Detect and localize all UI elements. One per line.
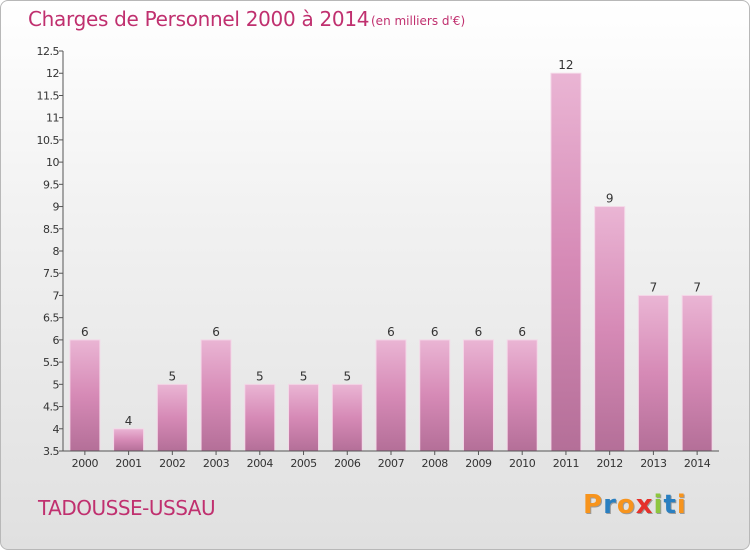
bar-2004 (245, 384, 275, 451)
y-tick-label: 8 (53, 245, 60, 258)
bar-value-label: 6 (387, 325, 395, 339)
bar-chart: 3.5 4 4.5 5 5.5 6 6.5 7 7.5 8 8.5 9 9.5 10 10.5 11 11.5 1… (1, 1, 750, 550)
y-tick-label: 4 (53, 423, 60, 436)
bar-2008 (420, 340, 450, 451)
y-tick-label: 9 (53, 201, 60, 214)
y-tick-label: 12.5 (37, 45, 60, 58)
bar-value-label: 9 (606, 192, 614, 206)
bar-2006 (332, 384, 362, 451)
y-tick-label: 12 (46, 67, 59, 80)
bar-value-label: 6 (431, 325, 439, 339)
bar-2014 (682, 295, 712, 451)
bar-value-label: 6 (212, 325, 220, 339)
y-tick-label: 5 (53, 378, 60, 391)
bar-value-label: 7 (650, 280, 658, 294)
x-tick-label: 2001 (115, 457, 141, 470)
x-tick-label: 2006 (334, 457, 361, 470)
y-tick-label: 7.5 (43, 267, 59, 280)
bar-2007 (376, 340, 406, 451)
bar-value-label: 6 (518, 325, 526, 339)
commune-name: TADOUSSE-USSAU (38, 496, 215, 520)
y-tick-label: 6 (53, 334, 60, 347)
logo-letter: r (603, 490, 617, 520)
bars: 6 4 5 6 5 5 5 6 6 6 6 12 9 7 7 (70, 58, 712, 451)
y-tick-label: 11 (46, 112, 59, 125)
bar-value-label: 5 (343, 369, 351, 383)
bar-2002 (157, 384, 187, 451)
bar-value-label: 12 (558, 58, 573, 72)
x-axis: 2000 2001 2002 2003 2004 2005 2006 2007 2008 2009… (63, 451, 719, 470)
x-tick-label: 2004 (247, 457, 274, 470)
x-tick-label: 2005 (290, 457, 317, 470)
proxiti-logo: Proxiti (583, 490, 687, 520)
bar-value-label: 7 (693, 280, 701, 294)
y-tick-label: 4.5 (43, 401, 59, 414)
y-tick-label: 11.5 (37, 89, 60, 102)
bar-2012 (595, 207, 625, 451)
x-tick-label: 2011 (553, 457, 579, 470)
y-tick-label: 10 (46, 156, 59, 169)
bar-2013 (638, 295, 668, 451)
bar-2000 (70, 340, 100, 451)
x-tick-label: 2008 (422, 457, 449, 470)
bar-2010 (507, 340, 537, 451)
logo-letter: x (636, 490, 654, 520)
bar-2009 (463, 340, 493, 451)
x-tick-label: 2009 (465, 457, 492, 470)
x-tick-label: 2010 (509, 457, 536, 470)
x-tick-label: 2014 (684, 457, 711, 470)
bar-value-label: 4 (125, 414, 133, 428)
bar-value-label: 5 (169, 369, 177, 383)
bar-2005 (289, 384, 319, 451)
bar-value-label: 6 (475, 325, 483, 339)
x-tick-label: 2012 (596, 457, 622, 470)
bar-2003 (201, 340, 231, 451)
logo-letter: P (583, 490, 603, 520)
logo-letter: o (617, 490, 636, 520)
logo-letter: t (663, 490, 676, 520)
bar-2011 (551, 73, 581, 451)
y-tick-label: 9.5 (43, 178, 59, 191)
logo-letter: i (677, 490, 687, 520)
chart-panel: Charges de Personnel 2000 à 2014 (en mil… (0, 0, 750, 550)
x-tick-label: 2002 (159, 457, 185, 470)
bar-2001 (114, 429, 144, 451)
y-axis: 3.5 4 4.5 5 5.5 6 6.5 7 7.5 8 8.5 9 9.5 10 10.5 11 11.5 1… (37, 45, 64, 458)
bar-value-label: 5 (256, 369, 264, 383)
logo-letter: i (654, 490, 664, 520)
x-tick-label: 2007 (378, 457, 405, 470)
bar-value-label: 6 (81, 325, 89, 339)
x-tick-label: 2000 (72, 457, 99, 470)
y-tick-label: 6.5 (43, 312, 59, 325)
y-tick-label: 5.5 (43, 356, 59, 369)
x-tick-label: 2003 (203, 457, 230, 470)
y-tick-label: 8.5 (43, 223, 59, 236)
y-tick-label: 7 (53, 289, 60, 302)
bar-value-label: 5 (300, 369, 308, 383)
y-tick-label: 3.5 (43, 445, 59, 458)
x-tick-label: 2013 (640, 457, 667, 470)
y-tick-label: 10.5 (37, 134, 60, 147)
